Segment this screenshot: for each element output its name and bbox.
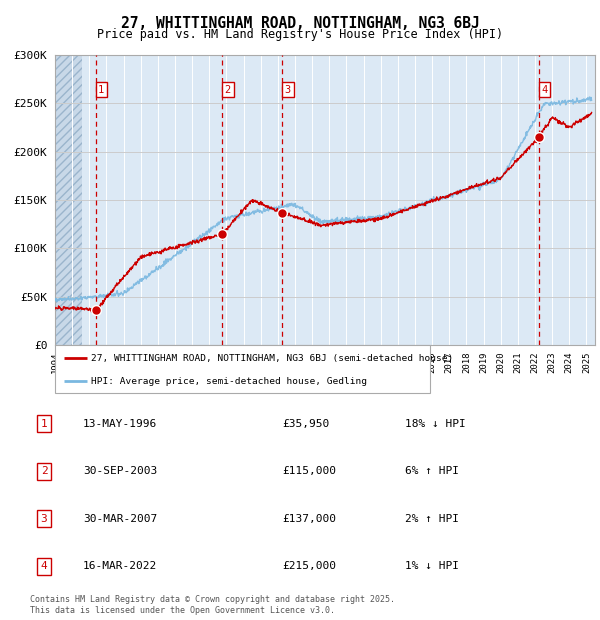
Text: 13-MAY-1996: 13-MAY-1996 — [83, 418, 157, 429]
Text: 1% ↓ HPI: 1% ↓ HPI — [405, 561, 459, 571]
Text: 2% ↑ HPI: 2% ↑ HPI — [405, 514, 459, 524]
Text: 1: 1 — [41, 418, 47, 429]
Text: £137,000: £137,000 — [282, 514, 336, 524]
Text: 3: 3 — [285, 85, 291, 95]
Text: 18% ↓ HPI: 18% ↓ HPI — [405, 418, 466, 429]
Text: Contains HM Land Registry data © Crown copyright and database right 2025.: Contains HM Land Registry data © Crown c… — [30, 595, 395, 604]
Text: 3: 3 — [41, 514, 47, 524]
Text: £115,000: £115,000 — [282, 466, 336, 476]
Text: This data is licensed under the Open Government Licence v3.0.: This data is licensed under the Open Gov… — [30, 606, 335, 616]
Text: 4: 4 — [41, 561, 47, 571]
Text: 4: 4 — [541, 85, 547, 95]
Text: HPI: Average price, semi-detached house, Gedling: HPI: Average price, semi-detached house,… — [91, 376, 367, 386]
FancyBboxPatch shape — [55, 345, 430, 393]
Text: 6% ↑ HPI: 6% ↑ HPI — [405, 466, 459, 476]
Text: 2: 2 — [41, 466, 47, 476]
Bar — [55, 55, 82, 345]
Text: 30-MAR-2007: 30-MAR-2007 — [83, 514, 157, 524]
Text: 27, WHITTINGHAM ROAD, NOTTINGHAM, NG3 6BJ (semi-detached house): 27, WHITTINGHAM ROAD, NOTTINGHAM, NG3 6B… — [91, 354, 453, 363]
Text: 30-SEP-2003: 30-SEP-2003 — [83, 466, 157, 476]
Text: 2: 2 — [225, 85, 231, 95]
Text: £215,000: £215,000 — [282, 561, 336, 571]
Text: 27, WHITTINGHAM ROAD, NOTTINGHAM, NG3 6BJ: 27, WHITTINGHAM ROAD, NOTTINGHAM, NG3 6B… — [121, 16, 479, 30]
Text: £35,950: £35,950 — [282, 418, 329, 429]
Text: 1: 1 — [98, 85, 104, 95]
Text: Price paid vs. HM Land Registry's House Price Index (HPI): Price paid vs. HM Land Registry's House … — [97, 28, 503, 41]
Text: 16-MAR-2022: 16-MAR-2022 — [83, 561, 157, 571]
